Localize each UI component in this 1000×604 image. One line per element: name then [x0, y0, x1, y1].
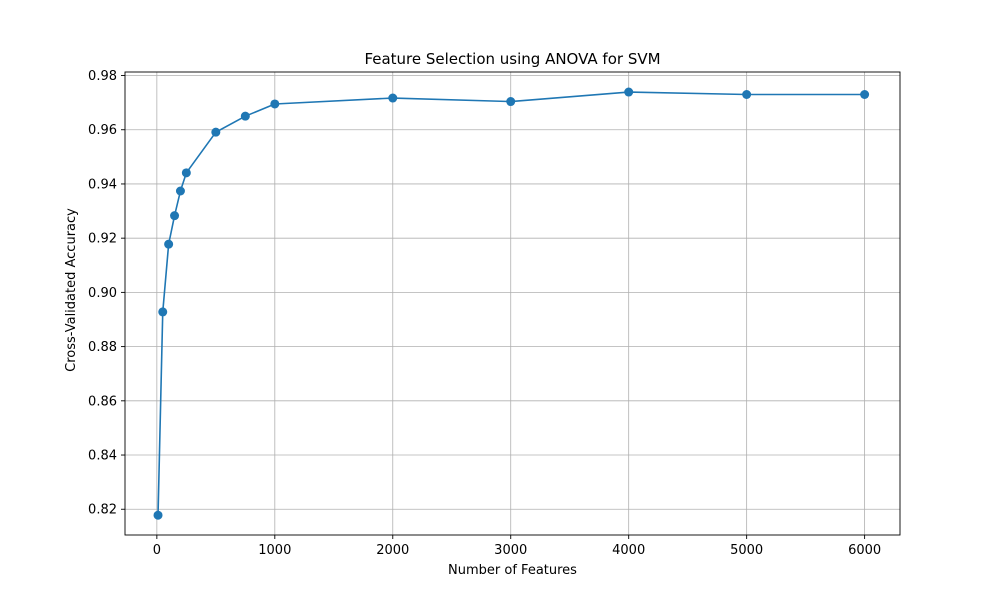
y-tick-label-8: 0.98 — [88, 69, 117, 84]
y-tick-label-2: 0.86 — [88, 394, 117, 409]
chart-title: Feature Selection using ANOVA for SVM — [364, 50, 660, 68]
x-tick-label-2: 2000 — [376, 543, 409, 558]
data-point-6 — [211, 127, 221, 137]
series-line-0 — [157, 91, 865, 516]
y-tick-label-4: 0.90 — [88, 286, 117, 301]
x-tick-label-1: 1000 — [258, 543, 291, 558]
data-point-1 — [158, 307, 168, 317]
data-point-13 — [860, 89, 870, 99]
y-tick-label-1: 0.84 — [88, 449, 117, 464]
series-layer — [153, 87, 870, 520]
data-point-11 — [624, 87, 634, 97]
y-axis-label: Cross-Validated Accuracy — [64, 208, 79, 372]
x-tick-label-4: 4000 — [612, 543, 645, 558]
y-tick-label-5: 0.92 — [88, 232, 117, 247]
data-point-10 — [506, 97, 516, 107]
data-point-4 — [175, 186, 185, 196]
x-tick-label-5: 5000 — [730, 543, 763, 558]
y-tick-label-3: 0.88 — [88, 340, 117, 355]
tick-layer: 0 1000 2000 3000 4000 5000 6000 0.82 0.84 0.86 0.8… — [88, 69, 881, 558]
data-point-3 — [170, 211, 180, 221]
y-tick-label-0: 0.82 — [88, 503, 117, 518]
data-point-8 — [270, 99, 280, 109]
axes-layer — [124, 71, 901, 536]
data-point-5 — [181, 168, 191, 178]
x-tick-label-3: 3000 — [494, 543, 527, 558]
grid-layer — [125, 72, 900, 535]
x-axis-label: Number of Features — [448, 563, 577, 578]
plot-frame — [124, 71, 901, 536]
data-point-9 — [388, 93, 398, 103]
y-tick-label-6: 0.94 — [88, 177, 117, 192]
data-point-2 — [164, 239, 174, 249]
x-tick-label-0: 0 — [153, 543, 161, 558]
data-point-12 — [742, 89, 752, 99]
data-point-7 — [240, 111, 250, 121]
y-tick-label-7: 0.96 — [88, 123, 117, 138]
data-point-0 — [153, 510, 163, 520]
x-tick-label-6: 6000 — [848, 543, 881, 558]
